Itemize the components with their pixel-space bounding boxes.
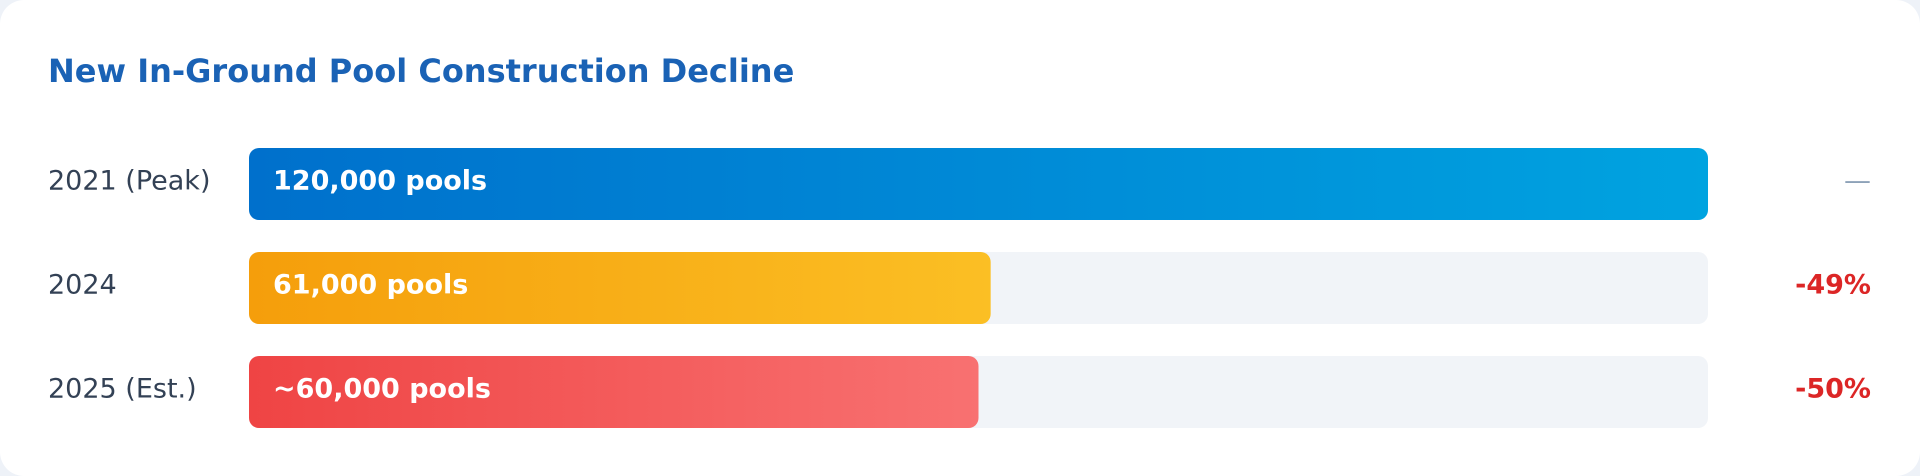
category-label: 2025 (Est.) [48,374,197,405]
value-label: ~60,000 pools [273,374,491,405]
category-label: 2021 (Peak) [48,166,210,197]
bar [249,356,979,428]
category-label: 2024 [48,270,117,301]
chart-title: New In-Ground Pool Construction Decline [48,52,794,90]
change-label: -50% [1795,374,1871,405]
bar [249,252,991,324]
change-label: -49% [1795,270,1871,301]
bar [249,148,1708,220]
value-label: 120,000 pools [273,166,487,197]
change-label: — [1844,166,1871,197]
value-label: 61,000 pools [273,270,468,301]
